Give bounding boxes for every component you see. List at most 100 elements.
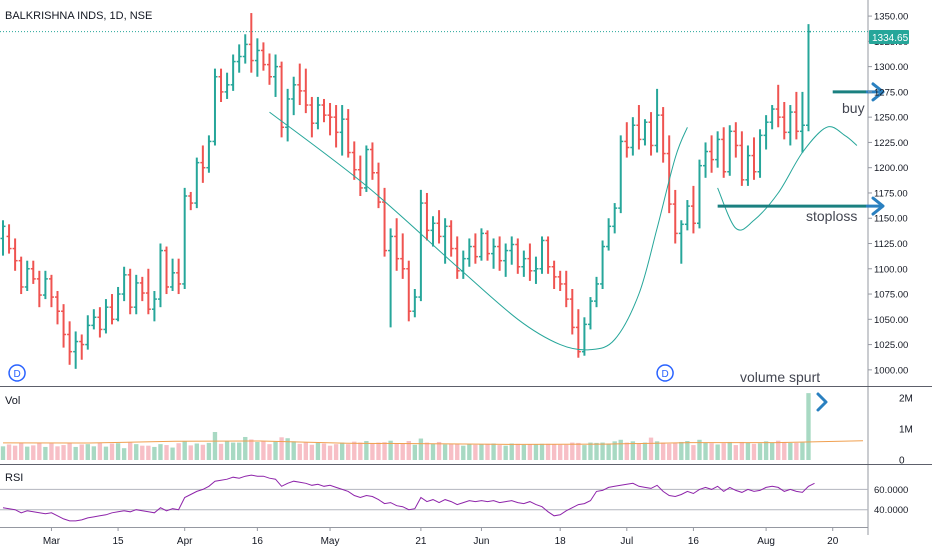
ohlc-bar <box>703 142 709 178</box>
price-tick-label-1275: 1275.00 <box>874 87 908 98</box>
volume-bar <box>733 445 738 460</box>
ohlc-bar <box>763 115 769 150</box>
volume-bar <box>212 432 218 460</box>
volume-bar <box>503 445 508 460</box>
time-tick-label-103: Jul <box>620 536 633 547</box>
dividend-marker-label: D <box>13 369 20 380</box>
volume-bar <box>685 441 690 460</box>
volume-bar <box>309 444 315 460</box>
volume-bar <box>497 445 502 460</box>
volume-bar <box>782 441 787 460</box>
time-tick-label-30: Apr <box>177 536 193 547</box>
ohlc-bar <box>273 54 279 97</box>
volume-bar <box>763 441 769 460</box>
ohlc-bar <box>97 307 103 338</box>
volume-bar <box>188 445 193 460</box>
ohlc-bar <box>170 258 176 292</box>
volume-bar <box>333 444 339 460</box>
volume-bar <box>285 438 290 460</box>
price-layer <box>0 13 811 369</box>
volume-bar <box>267 444 272 460</box>
volume-bar <box>12 445 18 460</box>
ohlc-bar <box>151 291 157 322</box>
volume-bar <box>134 444 139 460</box>
ohlc-bar <box>745 145 751 186</box>
volume-bar <box>25 446 30 460</box>
volume-bar <box>461 445 466 460</box>
volume-bar <box>158 444 163 460</box>
price-tick-label-1025: 1025.00 <box>874 340 908 351</box>
price-tick-label-1175: 1175.00 <box>874 188 908 199</box>
ohlc-bar <box>12 238 18 271</box>
ohlc-bar <box>775 84 781 128</box>
volume-bar <box>237 442 242 460</box>
volume-bar <box>467 444 472 460</box>
ohlc-bar <box>805 24 811 132</box>
dividend-marker-circle <box>8 364 26 382</box>
price-tick-label-1075: 1075.00 <box>874 290 908 301</box>
volume-bar <box>0 446 6 460</box>
volume-bar <box>436 441 442 460</box>
volume-bar <box>727 441 732 460</box>
ohlc-bar <box>660 107 666 163</box>
ohlc-bar <box>551 260 557 289</box>
price-tick-label-1150: 1150.00 <box>874 214 908 225</box>
ohlc-bar <box>521 250 527 277</box>
ohlc-bar <box>424 192 430 241</box>
volume-bar <box>673 443 678 460</box>
volume-bar <box>261 441 266 460</box>
ohlc-bar <box>42 270 48 300</box>
volume-bar <box>606 443 611 460</box>
ohlc-bar <box>6 224 12 254</box>
volume-bar <box>230 442 236 460</box>
volume-bar <box>600 442 605 460</box>
volume-spurt-arrow-icon <box>816 392 828 412</box>
ohlc-bar <box>200 145 206 183</box>
ohlc-bar <box>636 105 642 150</box>
volume-bar <box>18 442 24 460</box>
volume-tick-label-0: 0 <box>899 456 905 467</box>
ohlc-bar <box>787 105 793 146</box>
volume-bar <box>479 444 484 460</box>
volume-bar <box>91 446 97 460</box>
ohlc-bar <box>375 162 381 209</box>
ohlc-bar <box>696 159 702 229</box>
price-tick-label-1350: 1350.00 <box>874 12 908 23</box>
volume-bar <box>624 442 629 460</box>
volume-bar <box>352 441 357 460</box>
volume-bar <box>170 447 175 460</box>
ohlc-bar <box>533 256 539 284</box>
volume-bar <box>588 442 593 460</box>
volume-bar <box>103 446 109 460</box>
volume-bar <box>630 441 636 460</box>
volume-bar <box>509 443 514 460</box>
time-tick-label-114: 16 <box>688 536 700 547</box>
rsi-tick-label-60: 60.0000 <box>874 485 908 496</box>
ohlc-bar <box>363 145 369 192</box>
volume-bar <box>527 444 533 460</box>
ohlc-bar <box>218 68 224 102</box>
time-tick-label-69: 21 <box>415 536 427 547</box>
ohlc-bar <box>436 210 442 244</box>
volume-bar <box>364 441 369 460</box>
volume-bar <box>255 441 260 460</box>
ohlc-bar <box>624 122 630 158</box>
rsi-line <box>2 474 815 522</box>
ohlc-bar <box>327 103 333 136</box>
ohlc-bar <box>503 243 509 277</box>
ohlc-bar <box>460 250 466 279</box>
ohlc-bar <box>224 72 230 99</box>
ohlc-bar <box>157 243 163 308</box>
ohlc-bar <box>666 135 672 214</box>
volume-bar <box>297 443 302 460</box>
ohlc-bar <box>315 96 321 130</box>
volume-bar <box>551 444 557 460</box>
volume-bar <box>485 443 490 460</box>
ohlc-bar <box>672 189 678 244</box>
volume-bar <box>73 446 78 460</box>
volume-bar <box>206 442 212 460</box>
volume-bar <box>182 441 187 460</box>
